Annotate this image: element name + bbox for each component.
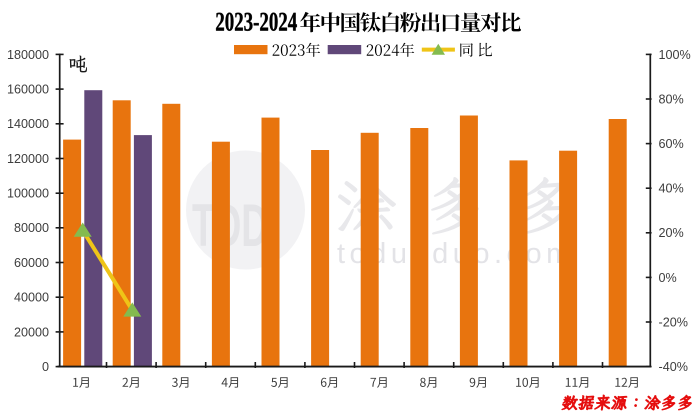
svg-text:-20%: -20%	[659, 315, 688, 329]
svg-text:40000: 40000	[14, 291, 49, 305]
svg-text:60%: 60%	[659, 137, 684, 151]
svg-text:120000: 120000	[7, 152, 49, 166]
svg-text:40%: 40%	[659, 182, 684, 196]
svg-text:0%: 0%	[659, 271, 677, 285]
svg-text:20000: 20000	[14, 325, 49, 339]
svg-text:160000: 160000	[7, 83, 49, 97]
svg-text:100%: 100%	[659, 48, 691, 62]
svg-text:100000: 100000	[7, 187, 49, 201]
svg-text:80000: 80000	[14, 221, 49, 235]
svg-text:60000: 60000	[14, 256, 49, 270]
svg-text:180000: 180000	[7, 48, 49, 62]
svg-text:-40%: -40%	[659, 360, 688, 374]
svg-text:0: 0	[42, 360, 49, 374]
svg-text:20%: 20%	[659, 226, 684, 240]
svg-text:TDD: TDD	[192, 192, 268, 259]
svg-text:80%: 80%	[659, 92, 684, 106]
svg-text:140000: 140000	[7, 117, 49, 131]
